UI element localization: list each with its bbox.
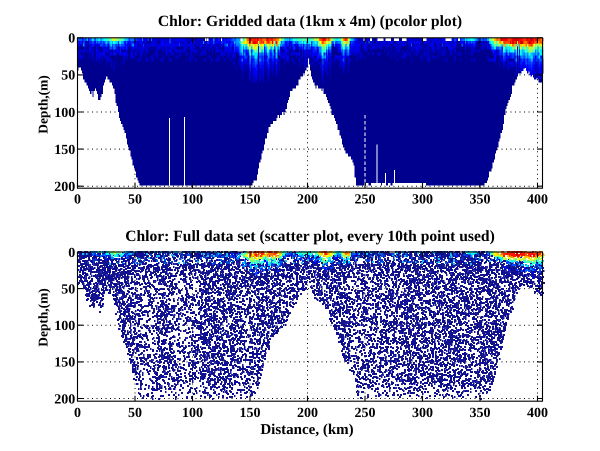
svg-text:100: 100 (54, 106, 75, 121)
svg-text:150: 150 (240, 406, 261, 421)
svg-text:50: 50 (128, 193, 142, 208)
svg-text:100: 100 (54, 319, 75, 334)
svg-text:300: 300 (412, 406, 433, 421)
svg-text:0: 0 (74, 193, 81, 208)
svg-text:350: 350 (470, 193, 491, 208)
svg-text:150: 150 (240, 193, 261, 208)
svg-text:0: 0 (74, 406, 81, 421)
svg-text:400: 400 (527, 193, 548, 208)
svg-text:100: 100 (182, 193, 203, 208)
svg-text:Chlor: Full data set (scatter: Chlor: Full data set (scatter plot, ever… (125, 228, 495, 245)
svg-text:300: 300 (412, 193, 433, 208)
svg-text:150: 150 (54, 143, 75, 158)
svg-text:200: 200 (297, 406, 318, 421)
svg-text:150: 150 (54, 356, 75, 371)
svg-text:Chlor: Gridded data (1km x 4m): Chlor: Gridded data (1km x 4m) (pcolor p… (158, 13, 462, 30)
svg-text:0: 0 (68, 32, 75, 47)
svg-text:Depth,(m): Depth,(m) (36, 288, 51, 346)
svg-text:250: 250 (355, 406, 376, 421)
svg-text:400: 400 (527, 406, 548, 421)
svg-text:Distance, (km): Distance, (km) (260, 422, 353, 438)
svg-text:350: 350 (470, 406, 491, 421)
svg-text:200: 200 (54, 392, 75, 407)
svg-text:250: 250 (355, 193, 376, 208)
svg-text:0: 0 (68, 246, 75, 261)
svg-text:100: 100 (182, 406, 203, 421)
svg-text:50: 50 (128, 406, 142, 421)
svg-text:Depth,(m): Depth,(m) (36, 75, 51, 133)
svg-text:200: 200 (54, 180, 75, 195)
svg-text:50: 50 (61, 69, 75, 84)
svg-text:200: 200 (297, 193, 318, 208)
svg-text:50: 50 (61, 282, 75, 297)
